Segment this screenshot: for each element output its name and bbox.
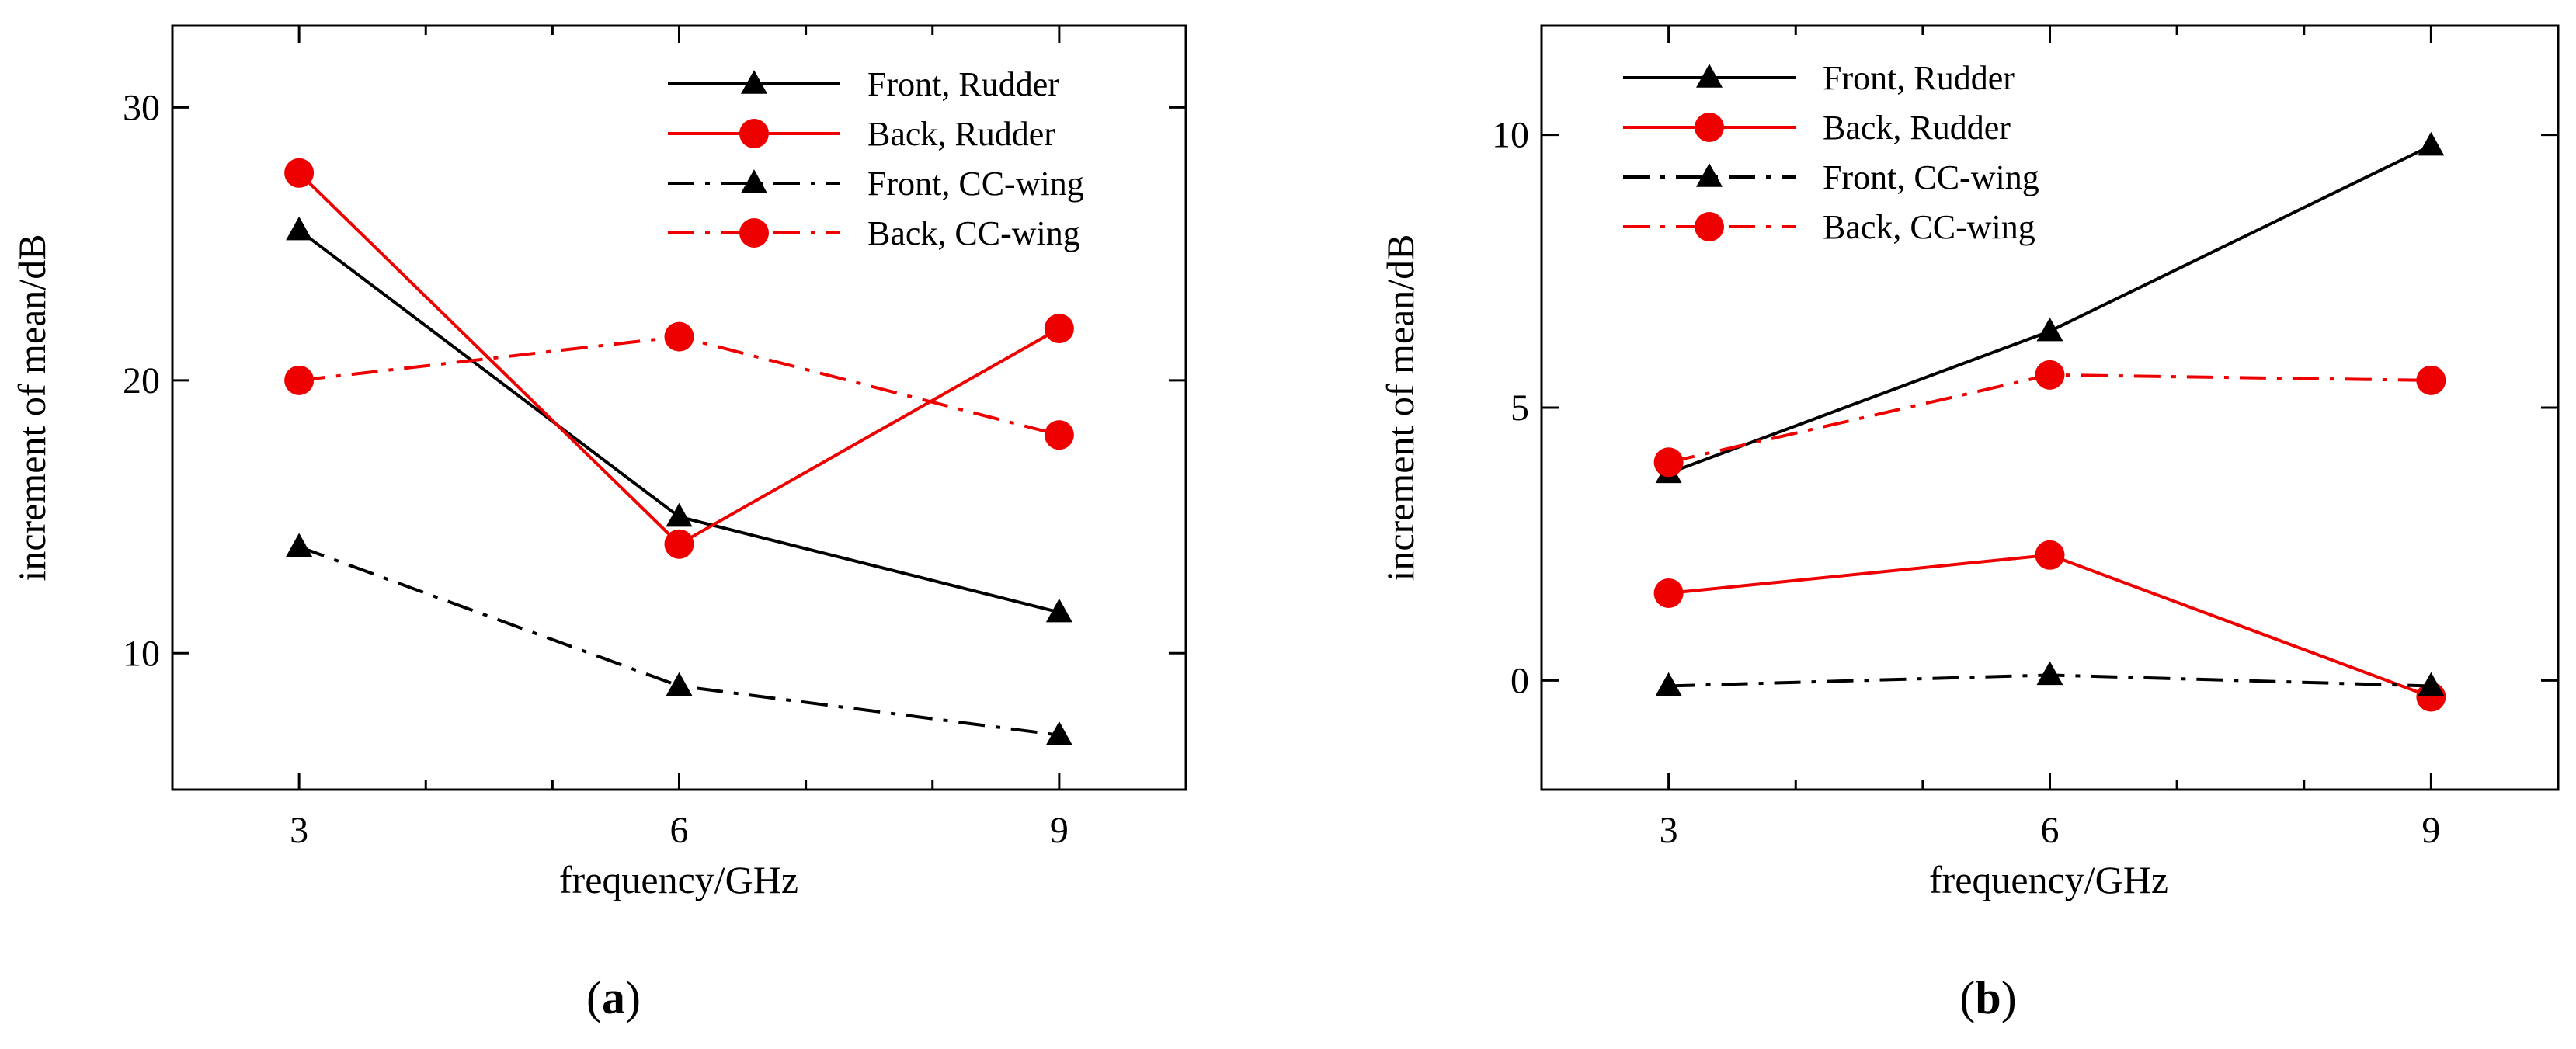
chart-b-y-tick-label: 0 — [1510, 660, 1529, 701]
chart-a-panel-label-open: ( — [586, 972, 602, 1023]
chart-b-panel-label-letter: b — [1975, 972, 2001, 1023]
chart-a-series-front-cc-wing — [286, 533, 1072, 745]
chart-a-legend-item-back-cc-wing-label: Back, CC-wing — [867, 214, 1080, 252]
chart-b-series-front-rudder — [1655, 131, 2445, 484]
chart-a-series-back-rudder — [284, 158, 1074, 559]
chart-b-legend-item-back-rudder-swatch-marker — [1695, 113, 1724, 142]
chart-a-series-back-cc-wing — [284, 321, 1074, 450]
chart-b-series-back-cc-wing-point — [2416, 365, 2446, 395]
chart-b-legend-item-front-rudder-label: Front, Rudder — [1823, 59, 2015, 97]
chart-b-series-back-rudder-point — [2035, 540, 2065, 570]
chart-b-series-back-cc-wing-point — [2035, 360, 2065, 390]
chart-b-y-axis-title: increment of mean/dB — [1378, 234, 1422, 581]
chart-a-x-tick-label: 3 — [290, 810, 308, 851]
chart-a-legend-item-front-cc-wing-swatch-marker — [741, 169, 767, 193]
chart-a-series-back-cc-wing-point — [1044, 420, 1074, 450]
chart-b-series-front-cc-wing-point — [2036, 661, 2063, 686]
chart-a-y-tick-label: 10 — [123, 633, 160, 674]
chart-b-series-front-cc-wing-point — [1655, 672, 1682, 696]
chart-b-series-front-rudder-point — [2418, 131, 2445, 156]
chart-a-x-tick-label: 6 — [670, 810, 689, 851]
chart-a-y-tick-label: 20 — [123, 360, 160, 401]
chart-b-series-front-rudder-point — [2036, 317, 2063, 342]
chart-a-legend-item-front-rudder-swatch-marker — [741, 70, 767, 94]
chart-b-panel-label-close: ) — [2001, 972, 2017, 1023]
chart-b-y-tick-label: 10 — [1492, 115, 1529, 156]
chart-b-y-tick-label: 5 — [1510, 387, 1529, 429]
chart-a-panel-label: (a) — [586, 972, 641, 1023]
chart-panel-b: 3 6 9 0 5 10 frequency/GHz increment of mean/dB… — [1378, 24, 2560, 1023]
chart-a-series-front-rudder-point — [1045, 598, 1072, 623]
chart-a-series-front-cc-wing-line — [298, 545, 1060, 737]
chart-b-series-back-rudder — [1653, 540, 2446, 712]
chart-b-series-back-cc-wing — [1653, 360, 2446, 478]
chart-a-series-back-cc-wing-point — [284, 365, 315, 395]
chart-a-x-tick-label: 9 — [1050, 810, 1069, 851]
chart-a-series-back-cc-wing-point — [664, 321, 694, 352]
chart-a-series-front-cc-wing-point — [1045, 721, 1072, 745]
chart-b-x-tick-label: 6 — [2041, 810, 2060, 851]
chart-a-series-back-rudder-point — [1044, 314, 1074, 344]
chart-b-legend-item-front-cc-wing-label: Front, CC-wing — [1823, 158, 2039, 196]
chart-b-x-tick-label: 3 — [1660, 810, 1678, 851]
chart-b-series-back-cc-wing-point — [1653, 447, 1684, 478]
chart-a-series-front-rudder-point — [286, 216, 313, 241]
chart-a-series-front-cc-wing-point — [286, 533, 313, 557]
chart-a-panel-label-close: ) — [625, 972, 641, 1023]
chart-a-legend-item-back-rudder-label: Back, Rudder — [867, 115, 1055, 153]
chart-b-legend-item-back-rudder-label: Back, Rudder — [1823, 109, 2011, 147]
chart-a-series-back-rudder-point — [284, 158, 315, 188]
chart-b-series-front-rudder-line — [1667, 144, 2432, 475]
chart-b-panel-label: (b) — [1959, 972, 2016, 1023]
chart-b-legend: Front, Rudder Back, Rudder Front, CC-wing B… — [1623, 59, 2039, 246]
chart-a-series-front-rudder — [286, 216, 1072, 623]
chart-a-y-axis-title: increment of mean/dB — [10, 234, 54, 581]
chart-b-x-tick-label: 9 — [2421, 810, 2440, 851]
chart-a-series-back-rudder-point — [664, 529, 694, 559]
chart-b-panel-label-open: ( — [1959, 972, 1975, 1023]
chart-a-legend-item-front-rudder-label: Front, Rudder — [867, 65, 1059, 103]
chart-b-legend-item-back-cc-wing-swatch-marker — [1695, 212, 1724, 241]
chart-a-series-front-cc-wing-point — [666, 672, 693, 696]
chart-a-legend-item-back-rudder-swatch-marker — [739, 119, 769, 148]
chart-b-legend-item-front-cc-wing-swatch-marker — [1696, 163, 1723, 187]
chart-b-legend-item-front-rudder-swatch-marker — [1696, 64, 1723, 88]
chart-a-legend-item-back-cc-wing-swatch-marker — [739, 218, 769, 248]
chart-b-series-back-rudder-point — [1653, 578, 1684, 608]
chart-b-legend-item-back-cc-wing-label: Back, CC-wing — [1823, 208, 2035, 246]
chart-b-x-axis-title: frequency/GHz — [1929, 858, 2168, 901]
chart-a-panel-label-letter: a — [602, 972, 625, 1023]
chart-a-x-axis-title: frequency/GHz — [559, 858, 798, 901]
chart-panel-a: 3 6 9 10 20 30 frequency/GHz increment of mean/… — [10, 24, 1187, 1023]
chart-b-series-front-cc-wing-point — [2418, 672, 2445, 696]
chart-b-series-front-cc-wing — [1655, 661, 2445, 696]
chart-a-y-tick-label: 30 — [123, 87, 160, 128]
chart-a-legend-item-front-cc-wing-label: Front, CC-wing — [867, 165, 1084, 203]
chart-a-legend: Front, Rudder Back, Rudder Front, CC-wing B… — [668, 65, 1084, 252]
chart-a-series-front-rudder-point — [666, 502, 693, 527]
